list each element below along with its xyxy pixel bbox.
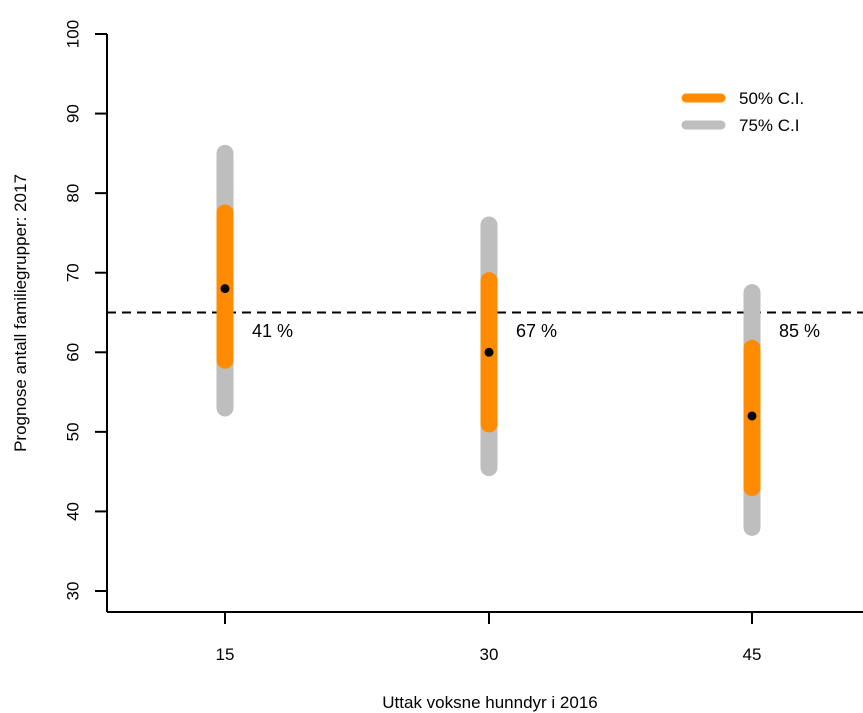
y-tick-label: 70 <box>64 263 83 282</box>
y-tick-label: 80 <box>64 184 83 203</box>
y-axis-title: Prognose antall familiegrupper: 2017 <box>11 174 30 452</box>
percent-annotation: 85 % <box>779 321 820 341</box>
annotation-layer: 41 % 67 % 85 % <box>252 321 820 341</box>
y-tick-label: 40 <box>64 502 83 521</box>
y-tick-label: 30 <box>64 582 83 601</box>
y-tick-label: 90 <box>64 104 83 123</box>
x-tick-label: 30 <box>480 645 499 664</box>
percent-annotation: 67 % <box>516 321 557 341</box>
legend-label: 75% C.I <box>739 116 799 135</box>
y-tick-label: 60 <box>64 343 83 362</box>
legend-label: 50% C.I. <box>739 89 804 108</box>
y-axis: 30 40 50 60 70 80 90 100 <box>64 20 108 612</box>
median-point <box>484 347 494 357</box>
percent-annotation: 41 % <box>252 321 293 341</box>
median-point <box>220 284 230 294</box>
y-tick-label: 100 <box>64 20 83 48</box>
x-axis-title: Uttak voksne hunndyr i 2016 <box>382 693 597 712</box>
legend: 50% C.I. 75% C.I <box>681 89 804 135</box>
x-tick-label: 15 <box>216 645 235 664</box>
x-tick-layer: 15 30 45 <box>216 612 762 664</box>
y-tick-layer: 30 40 50 60 70 80 90 100 <box>64 20 107 601</box>
median-layer <box>220 284 757 421</box>
median-point <box>747 411 757 421</box>
x-axis: 15 30 45 <box>107 611 863 664</box>
plot-area: 41 % 67 % 85 % <box>107 144 863 536</box>
y-tick-label: 50 <box>64 422 83 441</box>
x-tick-label: 45 <box>743 645 762 664</box>
